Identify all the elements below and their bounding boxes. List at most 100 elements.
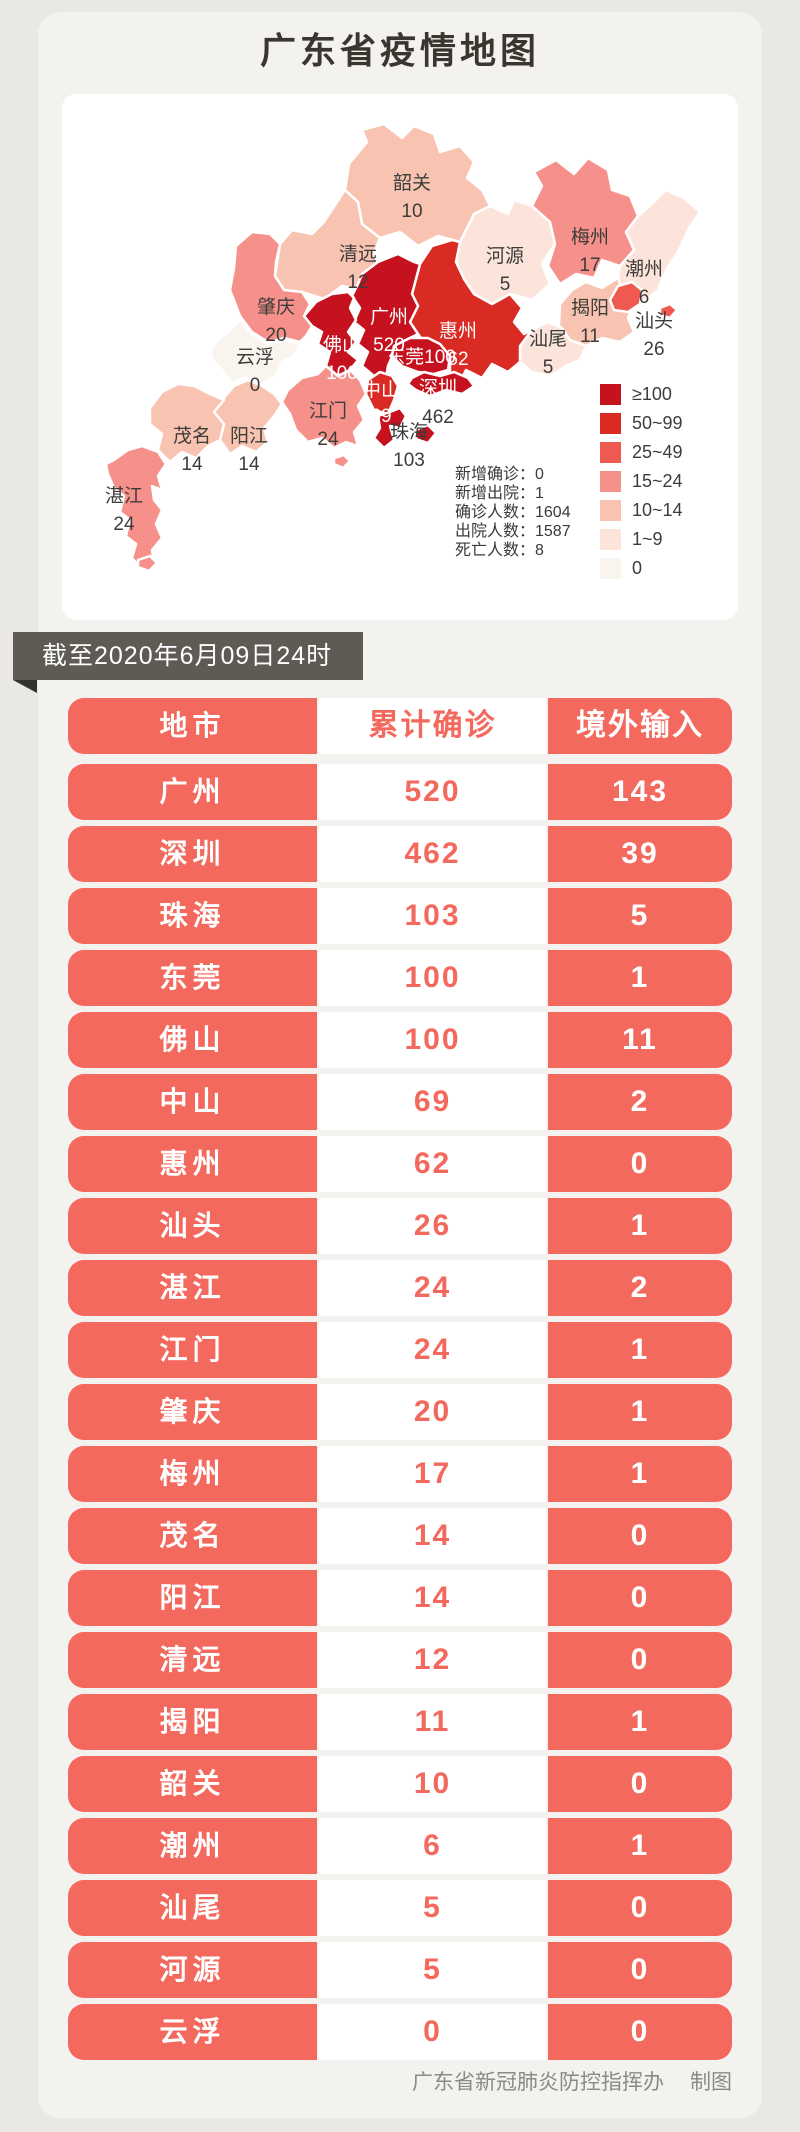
legend-label: 15~24	[632, 471, 683, 491]
table-row: 佛山 100 11	[68, 1012, 732, 1068]
header-imported: 境外输入	[548, 698, 732, 754]
confirmed-count-cell: 24	[319, 1322, 546, 1378]
legend-swatch	[600, 384, 621, 405]
imported-count-cell: 1	[548, 1384, 732, 1440]
confirmed-count-cell: 69	[319, 1074, 546, 1130]
map-label-jiangmen-value: 24	[317, 429, 339, 450]
imported-count-cell: 1	[548, 1446, 732, 1502]
map-label-zhanjiang-name: 湛江	[105, 485, 143, 507]
confirmed-count-cell: 10	[319, 1756, 546, 1812]
city-name-cell: 韶关	[68, 1756, 317, 1812]
legend-label: 0	[632, 558, 643, 578]
legend-label: 1~9	[632, 529, 663, 549]
table-row: 汕头 26 1	[68, 1198, 732, 1254]
table-row: 河源 5 0	[68, 1942, 732, 1998]
map-label-shenzhen-value: 462	[422, 407, 454, 428]
map-label-yunfu-value: 0	[250, 375, 261, 396]
guangdong-choropleth-map: 韶关 10 清远 12 河源 5 梅州 17 潮州 6 揭阳 11 汕头 26 …	[104, 122, 702, 573]
region-zhanjiang	[104, 444, 168, 572]
map-label-zhuhai-value: 103	[393, 450, 425, 471]
map-label-zhongshan-value: 69	[370, 406, 391, 427]
table-row: 肇庆 20 1	[68, 1384, 732, 1440]
city-name-cell: 东莞	[68, 950, 317, 1006]
legend-label: ≥100	[632, 384, 672, 404]
map-label-zhuhai-name: 珠海	[390, 421, 428, 443]
date-ribbon-fold	[13, 680, 37, 693]
map-label-shanwei-name: 汕尾	[529, 328, 567, 350]
map-label-shenzhen-name: 深圳	[419, 377, 457, 399]
confirmed-count-cell: 5	[319, 1880, 546, 1936]
city-table-body: 广州 520 143 深圳 462 39 珠海 103 5 东莞 100 1 佛…	[68, 764, 732, 2060]
legend-swatch	[600, 471, 621, 492]
map-label-shaoguan-value: 10	[401, 201, 422, 222]
stat-line: 新增确诊：0	[455, 466, 544, 483]
imported-count-cell: 0	[548, 1632, 732, 1688]
legend: ≥100 50~99 25~49 15~24 10~14 1~9 0	[600, 384, 683, 587]
stat-line: 出院人数：1587	[455, 523, 571, 540]
legend-item: 10~14	[600, 500, 683, 521]
confirmed-count-cell: 62	[319, 1136, 546, 1192]
table-row: 东莞 100 1	[68, 950, 732, 1006]
header-confirmed: 累计确诊	[319, 698, 546, 754]
region-dongguan	[390, 336, 452, 376]
table-row: 中山 69 2	[68, 1074, 732, 1130]
imported-count-cell: 143	[548, 764, 732, 820]
legend-item: 50~99	[600, 413, 683, 434]
map-label-jieyang-name: 揭阳	[571, 297, 609, 319]
table-row: 深圳 462 39	[68, 826, 732, 882]
region-shenzhen	[406, 370, 476, 398]
island-donghai	[136, 554, 159, 573]
table-row: 韶关 10 0	[68, 1756, 732, 1812]
table-row: 广州 520 143	[68, 764, 732, 820]
confirmed-count-cell: 5	[319, 1942, 546, 1998]
legend-item: 25~49	[600, 442, 683, 463]
imported-count-cell: 1	[548, 1818, 732, 1874]
island-zhuhai-east	[414, 423, 438, 445]
map-label-heyuan-name: 河源	[486, 245, 524, 267]
confirmed-count-cell: 24	[319, 1260, 546, 1316]
map-label-zhaoqing-name: 肇庆	[257, 296, 295, 318]
imported-count-cell: 1	[548, 1694, 732, 1750]
city-name-cell: 肇庆	[68, 1384, 317, 1440]
map-label-zhaoqing-value: 20	[265, 325, 286, 346]
legend-item: 15~24	[600, 471, 683, 492]
city-name-cell: 湛江	[68, 1260, 317, 1316]
table-row: 湛江 24 2	[68, 1260, 732, 1316]
confirmed-count-cell: 100	[319, 1012, 546, 1068]
table-row: 珠海 103 5	[68, 888, 732, 944]
map-label-foshan-name: 佛山	[323, 334, 361, 356]
city-name-cell: 汕尾	[68, 1880, 317, 1936]
region-maoming	[148, 382, 226, 464]
map-label-yunfu-name: 云浮	[236, 346, 274, 368]
table-row: 揭阳 11 1	[68, 1694, 732, 1750]
city-name-cell: 阳江	[68, 1570, 317, 1626]
city-table: 地市 累计确诊 境外输入 广州 520 143 深圳 462 39 珠海 103…	[68, 698, 732, 2066]
region-jiangmen	[280, 364, 368, 450]
imported-count-cell: 5	[548, 888, 732, 944]
map-label-chaozhou-name: 潮州	[625, 258, 663, 280]
map-label-jieyang-value: 11	[580, 326, 600, 347]
confirmed-count-cell: 100	[319, 950, 546, 1006]
map-label-zhongshan-name: 中山	[362, 379, 400, 401]
confirmed-count-cell: 0	[319, 2004, 546, 2060]
city-name-cell: 潮州	[68, 1818, 317, 1874]
confirmed-count-cell: 520	[319, 764, 546, 820]
city-name-cell: 梅州	[68, 1446, 317, 1502]
map-label-shantou-name: 汕头	[635, 310, 673, 332]
city-name-cell: 茂名	[68, 1508, 317, 1564]
city-name-cell: 清远	[68, 1632, 317, 1688]
map-label-huizhou-name: 惠州	[439, 320, 477, 342]
legend-item: ≥100	[600, 384, 683, 405]
dongguan-value: 100	[424, 347, 456, 368]
legend-label: 10~14	[632, 500, 683, 520]
imported-count-cell: 0	[548, 1880, 732, 1936]
region-zhuhai	[372, 406, 408, 450]
region-zhaoqing	[228, 230, 314, 344]
map-panel: 韶关 10 清远 12 河源 5 梅州 17 潮州 6 揭阳 11 汕头 26 …	[62, 94, 738, 620]
imported-count-cell: 0	[548, 2004, 732, 2060]
legend-swatch	[600, 529, 621, 550]
city-name-cell: 广州	[68, 764, 317, 820]
island-nanao	[658, 302, 679, 320]
header-city: 地市	[68, 698, 317, 754]
map-label-maoming-name: 茂名	[173, 425, 211, 447]
